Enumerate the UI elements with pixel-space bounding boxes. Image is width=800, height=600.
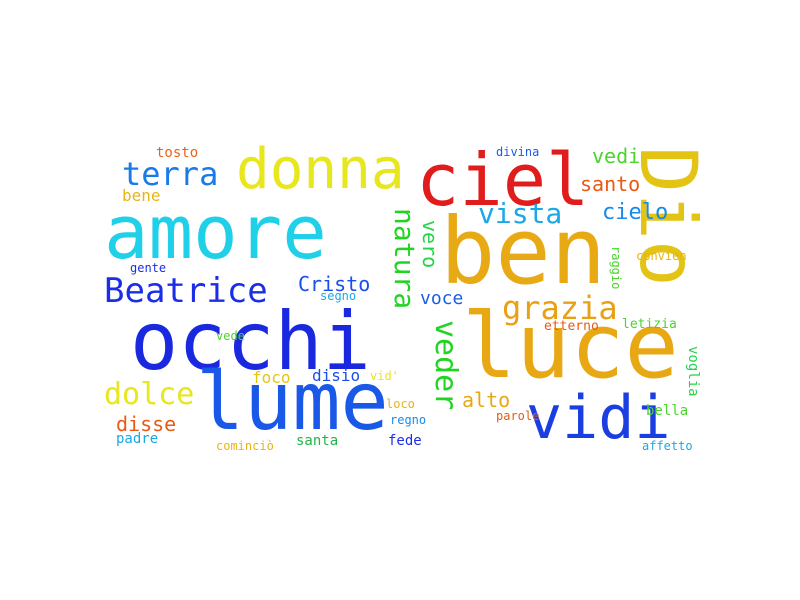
word-veder: veder — [428, 320, 463, 411]
word-dio: Dio — [622, 146, 700, 287]
word-ben: ben — [440, 198, 607, 305]
word-gente: gente — [130, 261, 167, 275]
word-tosto: tosto — [156, 145, 199, 161]
word-alto: alto — [462, 388, 511, 412]
word-occhi: occhi — [130, 295, 371, 388]
word-ciel: ciel — [416, 140, 590, 222]
word-santo: santo — [580, 172, 641, 196]
word-voglia: voglia — [685, 346, 700, 397]
word-padre: padre — [116, 431, 159, 447]
word-donna: donna — [236, 140, 405, 202]
word-dolce: dolce — [104, 377, 195, 412]
word-etterno: etterno — [544, 319, 599, 334]
word-raggio: raggio — [609, 246, 623, 290]
word-cielo: cielo — [602, 200, 669, 225]
word-voce: voce — [420, 288, 464, 309]
word-cloud: amore ciel Dio ben donna occhi lume luce… — [100, 140, 700, 460]
word-santa: santa — [296, 433, 339, 449]
word-convien: convien — [636, 249, 687, 263]
word-natura: natura — [388, 208, 421, 310]
word-vede: vede — [216, 329, 245, 343]
word-fede: fede — [388, 433, 422, 449]
word-luce: luce — [462, 294, 679, 399]
word-amore: amore — [104, 190, 327, 276]
word-loco: loco — [386, 397, 415, 411]
word-grazia: grazia — [502, 289, 618, 327]
word-cristo: Cristo — [298, 272, 371, 296]
word-segno: segno — [320, 289, 357, 303]
word-comincio: cominciò — [216, 439, 274, 453]
word-vid: vid' — [370, 369, 399, 383]
word-regno: regno — [390, 413, 427, 427]
word-bella: bella — [646, 403, 689, 419]
word-vedi: vedi — [592, 144, 641, 168]
word-parole: parole — [496, 409, 540, 423]
word-foco: foco — [252, 368, 291, 387]
word-vidi: vidi — [526, 383, 671, 453]
word-affetto: affetto — [642, 439, 693, 453]
word-letizia: letizia — [622, 317, 677, 332]
word-lume: lume — [196, 355, 389, 448]
word-vero: vero — [418, 220, 442, 269]
word-divina: divina — [496, 145, 540, 159]
word-disse: disse — [116, 412, 177, 436]
word-disio: disio — [312, 366, 361, 385]
word-vista: vista — [478, 197, 563, 230]
word-bene: bene — [122, 186, 161, 205]
word-beatrice: Beatrice — [104, 271, 268, 311]
word-terra: terra — [122, 155, 219, 193]
